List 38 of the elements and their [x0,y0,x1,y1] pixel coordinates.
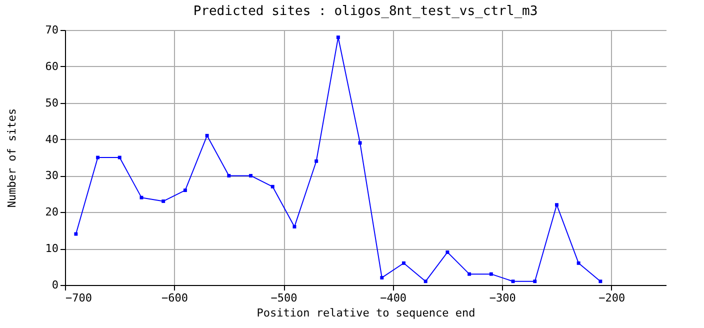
point [554,203,558,207]
point [446,250,450,254]
point [358,141,362,145]
point [598,280,602,284]
point [205,134,209,138]
point [183,188,187,192]
x-axis-title: Position relative to sequence end [256,306,476,320]
point [576,261,580,265]
point [424,280,428,284]
x-tick-label: −500 [270,292,298,304]
y-axis-title: Number of sites [5,108,18,208]
x-tick-label: −600 [162,292,188,304]
y-tick-label: 40 [45,132,58,146]
x-tick-label: −300 [489,292,516,304]
x-tick-label: −200 [598,292,626,304]
y-tick-label: 70 [45,24,58,36]
x-tick-label: −400 [380,292,407,304]
y-tick-label: 60 [45,60,58,73]
point [468,272,472,276]
point [336,36,340,40]
point [249,174,252,178]
chart-title: Predicted sites : oligos_8nt_test_vs_ctrl_m3 [193,4,538,19]
point [380,276,384,280]
point [511,280,515,284]
y-tick-label: 50 [45,96,58,110]
point [314,159,318,163]
point [162,199,166,203]
y-tick-label: 0 [52,278,58,292]
y-tick-label: 20 [45,206,58,219]
point [402,261,406,265]
point [292,224,296,228]
y-tick-label: 10 [45,242,58,256]
y-tick-label: 30 [45,169,58,182]
point [489,272,493,276]
point [270,184,274,188]
point [533,280,537,284]
x-tick-label: −700 [66,292,92,304]
point [227,174,231,178]
